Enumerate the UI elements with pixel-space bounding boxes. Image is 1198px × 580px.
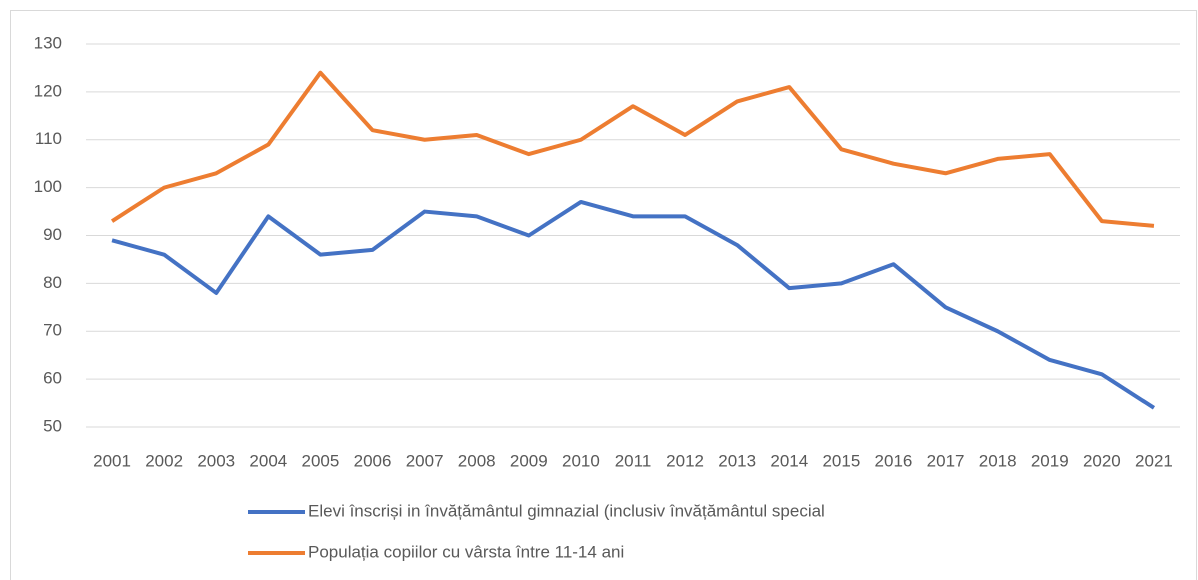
x-tick-label: 2009 <box>510 451 548 470</box>
y-tick-label: 90 <box>43 225 62 244</box>
x-tick-label: 2020 <box>1083 451 1121 470</box>
y-tick-label: 70 <box>43 321 62 340</box>
y-tick-label: 110 <box>35 129 62 148</box>
x-tick-label: 2019 <box>1031 451 1069 470</box>
x-tick-label: 2004 <box>249 451 287 470</box>
x-tick-label: 2007 <box>406 451 444 470</box>
x-tick-label: 2016 <box>875 451 913 470</box>
chart-frame <box>10 10 1197 580</box>
x-tick-label: 2001 <box>93 451 131 470</box>
y-tick-label: 100 <box>34 177 62 196</box>
x-tick-label: 2008 <box>458 451 496 470</box>
x-tick-label: 2005 <box>302 451 340 470</box>
x-tick-label: 2003 <box>197 451 235 470</box>
x-tick-label: 2015 <box>822 451 860 470</box>
y-tick-label: 60 <box>43 369 62 388</box>
legend-label: Populația copiilor cu vârsta între 11-14… <box>308 542 624 561</box>
x-tick-label: 2002 <box>145 451 183 470</box>
x-tick-label: 2014 <box>770 451 808 470</box>
y-tick-label: 120 <box>34 81 62 100</box>
y-tick-label: 130 <box>34 33 62 52</box>
x-tick-label: 2018 <box>979 451 1017 470</box>
y-tick-label: 50 <box>43 416 62 435</box>
y-tick-label: 80 <box>43 273 62 292</box>
x-tick-label: 2011 <box>615 451 652 470</box>
series-line <box>110 70 1155 228</box>
x-tick-label: 2017 <box>927 451 965 470</box>
x-tick-label: 2012 <box>666 451 704 470</box>
x-tick-label: 2006 <box>354 451 392 470</box>
x-tick-label: 2013 <box>718 451 756 470</box>
legend-label: Elevi înscriși in învățământul gimnazial… <box>308 501 825 520</box>
x-tick-label: 2021 <box>1135 451 1173 470</box>
x-tick-label: 2010 <box>562 451 600 470</box>
series-line <box>111 199 1156 410</box>
